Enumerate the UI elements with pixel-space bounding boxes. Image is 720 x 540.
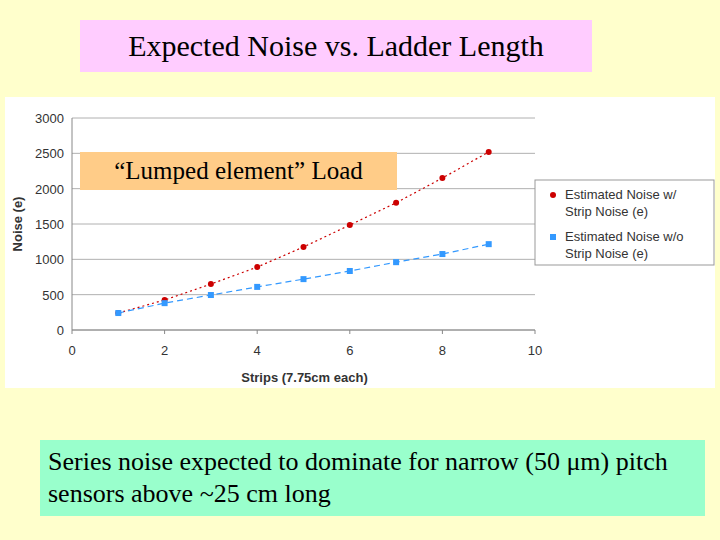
legend-marker [550,234,556,240]
grid-line [72,259,535,260]
legend-label-line: Estimated Noise w/o [565,229,684,244]
x-axis [72,330,535,331]
data-point [486,241,492,247]
x-tick [535,330,536,334]
y-tick-label: 1500 [35,217,64,232]
legend-box [535,180,714,265]
legend-marker [550,192,556,198]
data-point [393,259,399,265]
legend-label-line: Strip Noise (e) [565,246,648,261]
y-tick-label: 2500 [35,146,64,161]
chart-area [5,97,715,388]
x-tick [257,330,258,334]
data-point [439,175,445,181]
grid-line [72,294,535,295]
data-point [162,300,168,306]
x-tick-label: 4 [254,343,261,358]
x-tick-label: 2 [161,343,168,358]
grid-line [72,330,535,331]
y-tick-label: 1000 [35,252,64,267]
legend-label: Estimated Noise w/o Strip Noise (e) [565,229,684,261]
legend-label: Estimated Noise w/Strip Noise (e) [565,187,677,219]
legend-label-line: Estimated Noise w/ [565,187,677,202]
data-point [393,200,399,206]
data-point [486,149,492,155]
data-point [115,310,121,316]
data-point [254,264,260,270]
grid-line [72,224,535,225]
data-point [301,244,307,250]
legend: Estimated Noise w/Strip Noise (e)Estimat… [535,180,714,265]
x-axis-label: Strips (7.75cm each) [241,370,367,385]
y-tick-label: 3000 [35,111,64,126]
grid-line [72,118,535,119]
x-tick-label: 8 [439,343,446,358]
data-point [208,292,214,298]
x-tick [349,330,350,334]
legend-label-line: Strip Noise (e) [565,204,648,219]
y-axis-label: Noise (e) [10,197,25,252]
data-point [347,222,353,228]
y-tick-label: 500 [42,288,64,303]
data-point [301,276,307,282]
data-point [439,251,445,257]
x-tick-label: 10 [528,343,542,358]
data-point [115,310,121,316]
series-line [118,244,488,313]
caption: Series noise expected to dominate for na… [40,440,705,516]
data-point [254,284,260,290]
x-tick-label: 6 [346,343,353,358]
x-tick [72,330,73,334]
data-point [208,281,214,287]
y-tick-label: 2000 [35,182,64,197]
y-tick-label: 0 [57,323,64,338]
x-tick [164,330,165,334]
x-tick [442,330,443,334]
annotation: “Lumped element” Load [80,152,397,190]
data-point [347,268,353,274]
y-axis [72,118,73,330]
title: Expected Noise vs. Ladder Length [80,20,592,72]
x-tick-label: 0 [68,343,75,358]
